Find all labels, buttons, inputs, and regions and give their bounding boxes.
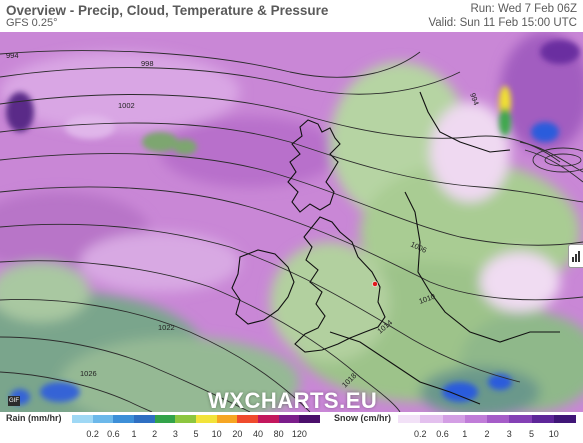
- legend-swatch: [134, 415, 155, 423]
- legend-swatch: [72, 415, 93, 423]
- legend-swatch: [92, 415, 114, 423]
- legend-swatch: [196, 415, 217, 423]
- legend-swatch: [487, 415, 510, 423]
- legend-swatch: [420, 415, 443, 423]
- isobar-label: 1022: [158, 323, 175, 332]
- model-label: GFS 0.25°: [6, 17, 58, 29]
- legend-tick-label: 10: [211, 429, 222, 439]
- legend-swatch: [216, 415, 238, 423]
- legend-tick-label: 5: [193, 429, 199, 439]
- legend-tick-label: 20: [232, 429, 243, 439]
- map-canvas: 994 998 1002 994 1006 1010 1014 1018 102…: [0, 32, 583, 412]
- legend-swatch: [154, 415, 176, 423]
- run-label: Run: Wed 7 Feb 06Z: [470, 3, 577, 15]
- legend-swatch: [175, 415, 197, 423]
- location-marker[interactable]: [372, 281, 378, 287]
- legend-swatch: [278, 415, 300, 423]
- legend-tick-label: 10: [548, 429, 559, 439]
- logo-icon: GIF: [8, 396, 20, 406]
- chart-icon[interactable]: [568, 244, 583, 268]
- rain-legend-title: Rain (mm/hr): [6, 413, 62, 423]
- legend-tick-label: 2: [484, 429, 490, 439]
- legend-tick-label: 0.2: [413, 429, 427, 439]
- legend-tick-label: 3: [506, 429, 512, 439]
- rain-legend-labels: 0.2 0.6 1 2 3 5 10 20 40 80 120: [72, 429, 320, 441]
- legend-tick-label: 3: [172, 429, 178, 439]
- rain-color-bar: [72, 415, 321, 423]
- legend-swatch: [398, 415, 421, 423]
- chart-title: Overview - Precip, Cloud, Temperature & …: [6, 3, 329, 18]
- legend-swatch: [299, 415, 321, 423]
- valid-time-label: Valid: Sun 11 Feb 15:00 UTC: [428, 17, 577, 29]
- legend-swatch: [237, 415, 259, 423]
- legend-swatch: [531, 415, 554, 423]
- weather-map[interactable]: 994 998 1002 994 1006 1010 1014 1018 102…: [0, 32, 583, 412]
- isobar-label: 998: [141, 59, 154, 68]
- legend-swatch: [509, 415, 532, 423]
- isobar-label: 1002: [118, 101, 135, 110]
- legend-swatch: [113, 415, 135, 423]
- legend: Rain (mm/hr) 0.2 0.6 1 2 3 5 10 20 40 80 120 Snow …: [0, 412, 583, 443]
- legend-tick-label: 1: [462, 429, 468, 439]
- snow-color-bar: [398, 415, 576, 423]
- legend-swatch: [258, 415, 279, 423]
- snow-legend-title: Snow (cm/hr): [334, 413, 392, 423]
- isobar-label: 994: [468, 92, 481, 107]
- legend-tick-label: 5: [528, 429, 535, 439]
- legend-tick-label: 1: [131, 429, 137, 439]
- legend-tick-label: 0.6: [436, 429, 449, 439]
- legend-tick-label: 0.6: [107, 429, 120, 439]
- legend-tick-label: 2: [152, 429, 158, 439]
- coastlines: [231, 91, 560, 405]
- legend-swatch: [553, 415, 576, 423]
- legend-tick-label: 0.2: [86, 429, 99, 439]
- isobar-label: 1026: [80, 369, 97, 378]
- legend-swatch: [442, 415, 465, 423]
- chart-header: Overview - Precip, Cloud, Temperature & …: [0, 0, 583, 32]
- snow-legend-labels: 0.2 0.6 1 2 3 5 10: [398, 429, 576, 441]
- isobar-label: 994: [6, 51, 19, 60]
- legend-tick-label: 120: [291, 429, 307, 439]
- watermark: WXCHARTS.EU: [208, 388, 378, 413]
- legend-tick-label: 40: [252, 429, 264, 439]
- legend-tick-label: 80: [273, 429, 284, 439]
- legend-swatch: [464, 415, 487, 423]
- isobars: [0, 50, 583, 412]
